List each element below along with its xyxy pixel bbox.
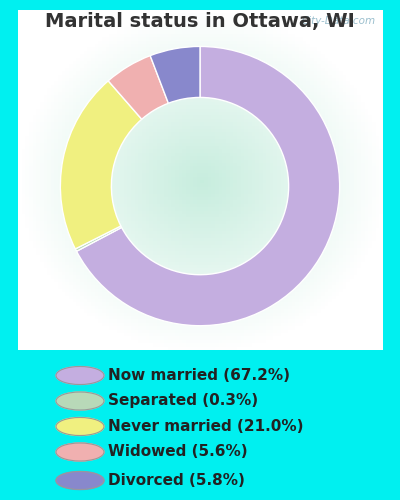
- Wedge shape: [108, 56, 168, 120]
- Wedge shape: [60, 81, 142, 249]
- Wedge shape: [150, 46, 200, 104]
- Circle shape: [56, 472, 104, 490]
- Circle shape: [56, 418, 104, 436]
- Text: Now married (67.2%): Now married (67.2%): [108, 368, 290, 383]
- Text: Separated (0.3%): Separated (0.3%): [108, 394, 258, 408]
- Text: City-Data.com: City-Data.com: [302, 16, 376, 26]
- Text: Divorced (5.8%): Divorced (5.8%): [108, 473, 245, 488]
- Text: Widowed (5.6%): Widowed (5.6%): [108, 444, 248, 460]
- Wedge shape: [75, 226, 122, 252]
- Circle shape: [56, 443, 104, 461]
- Wedge shape: [76, 46, 340, 326]
- Text: Never married (21.0%): Never married (21.0%): [108, 419, 304, 434]
- Circle shape: [56, 366, 104, 384]
- Text: Marital status in Ottawa, WI: Marital status in Ottawa, WI: [45, 12, 355, 32]
- Circle shape: [56, 392, 104, 410]
